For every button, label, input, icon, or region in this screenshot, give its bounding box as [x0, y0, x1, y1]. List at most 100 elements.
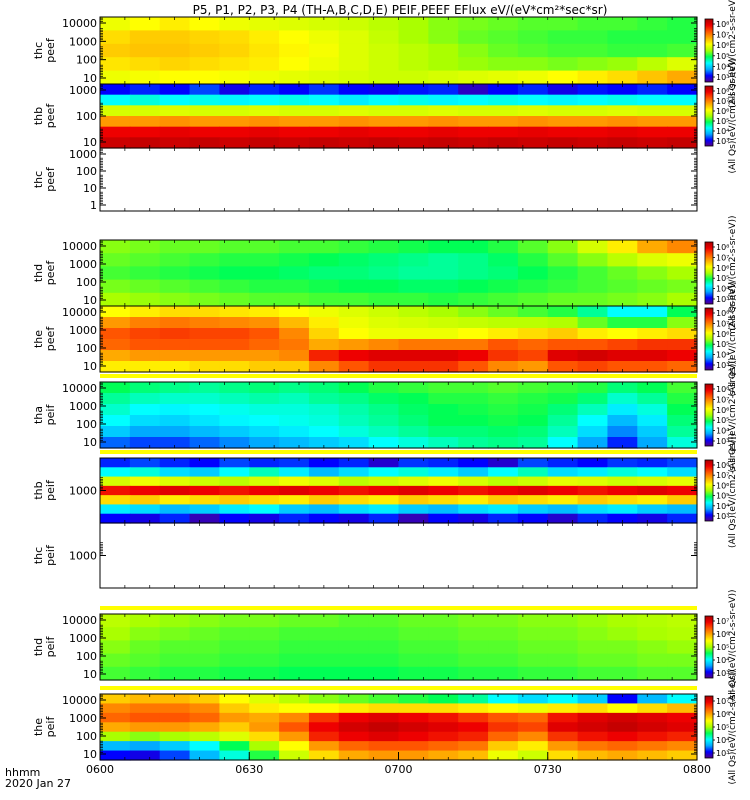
heatmap-cell: [279, 703, 310, 714]
heatmap-cell: [398, 126, 429, 138]
heatmap-cell: [189, 614, 220, 628]
heatmap-cell: [398, 495, 429, 506]
heatmap-cell: [458, 126, 489, 138]
colorbar-tick-label: 10⁸: [716, 87, 729, 96]
heatmap-cell: [219, 712, 250, 723]
heatmap-cell: [219, 750, 250, 761]
heatmap-cell: [100, 504, 131, 515]
heatmap-cell: [428, 94, 459, 106]
heatmap-cell: [547, 317, 579, 329]
heatmap-cell: [398, 666, 429, 681]
heatmap-cell: [547, 722, 579, 733]
heatmap-cell: [637, 426, 668, 438]
heatmap-cell: [219, 292, 250, 307]
heatmap-cell: [547, 116, 579, 128]
heatmap-cell: [637, 722, 668, 733]
y-axis-label: the: [32, 330, 45, 348]
panel-the-peif: 10 100 1000 10000 the peif 10⁷ 10⁶ 10⁵ 10⁴ 10³(All…: [32, 670, 738, 785]
heatmap-cell: [667, 339, 698, 351]
heatmap-cell: [488, 504, 519, 515]
colorbar: [704, 459, 714, 522]
heatmap-cell: [338, 640, 370, 655]
heatmap-cell: [279, 361, 310, 373]
heatmap-cell: [100, 253, 131, 267]
heatmap-cell: [279, 614, 310, 628]
panel-thc-peif: 1000 thc peif: [32, 522, 698, 589]
heatmap-cell: [428, 84, 459, 96]
heatmap-cell: [517, 513, 549, 524]
heatmap-cell: [129, 467, 161, 478]
heatmap-cell: [547, 30, 579, 45]
heatmap-cell: [100, 70, 131, 85]
heatmap-cell: [607, 339, 638, 351]
heatmap-cell: [517, 17, 549, 31]
y-axis-label: thd: [32, 264, 45, 282]
heatmap-cell: [398, 485, 429, 496]
colorbar: [704, 85, 714, 147]
heatmap-cell: [488, 393, 519, 405]
heatmap-cell: [488, 116, 519, 128]
y-axis-label: peef: [44, 260, 57, 286]
heatmap-cell: [129, 694, 161, 705]
heatmap-cell: [667, 382, 698, 394]
heatmap-cell: [428, 317, 459, 329]
heatmap-cell: [159, 513, 191, 524]
heatmap-cell: [667, 30, 698, 45]
heatmap-cell: [458, 627, 489, 641]
heatmap-cell: [667, 266, 698, 281]
heatmap-cell: [219, 94, 250, 106]
heatmap-cell: [219, 722, 250, 733]
heatmap-cell: [249, 722, 280, 733]
heatmap-cell: [667, 437, 698, 449]
heatmap-cell: [517, 404, 549, 416]
heatmap-cell: [189, 116, 220, 128]
heatmap-cell: [189, 317, 220, 329]
heatmap-cell: [368, 57, 400, 72]
heatmap-cell: [219, 495, 250, 506]
heatmap-cell: [189, 137, 220, 149]
colorbar-tick-label: 10³: [716, 749, 729, 758]
heatmap-cell: [308, 30, 340, 45]
heatmap-cell: [338, 504, 370, 515]
heatmap-cell: [577, 266, 609, 281]
heatmap-cell: [249, 350, 280, 362]
heatmap-cell: [428, 279, 459, 294]
heatmap-cell: [338, 495, 370, 506]
heatmap-cell: [159, 116, 191, 128]
heatmap-cell: [547, 513, 579, 524]
heatmap-cell: [368, 382, 400, 394]
heatmap-cell: [249, 703, 280, 714]
colorbar-tick-label: 10⁸: [716, 243, 729, 252]
heatmap-cell: [279, 495, 310, 506]
heatmap-cell: [667, 513, 698, 524]
heatmap-cell: [308, 328, 340, 340]
colorbar-tick-label: 10⁴: [716, 285, 729, 294]
heatmap-cell: [517, 70, 549, 85]
heatmap-cell: [547, 653, 579, 668]
heatmap-cell: [637, 627, 668, 641]
heatmap-cell: [577, 467, 609, 478]
heatmap-cell: [249, 253, 280, 267]
heatmap-cell: [667, 105, 698, 117]
colorbar-tick-label: 10⁶: [716, 710, 729, 719]
heatmap-cell: [547, 137, 579, 149]
heatmap-cell: [667, 350, 698, 362]
heatmap-cell: [159, 627, 191, 641]
heatmap-cell: [667, 116, 698, 128]
heatmap-cell: [100, 393, 131, 405]
heatmap-cell: [488, 317, 519, 329]
heatmap-cell: [338, 404, 370, 416]
heatmap-cell: [577, 306, 609, 318]
heatmap-cell: [398, 426, 429, 438]
heatmap-cell: [607, 415, 638, 427]
y-tick-label: 100: [76, 418, 97, 431]
heatmap-cell: [308, 279, 340, 294]
heatmap-cell: [667, 722, 698, 733]
heatmap-cell: [547, 361, 579, 373]
heatmap-cell: [249, 57, 280, 72]
heatmap-cell: [517, 105, 549, 117]
heatmap-cell: [547, 57, 579, 72]
heatmap-cell: [667, 712, 698, 723]
heatmap-cell: [607, 279, 638, 294]
saturation-band: [100, 450, 697, 454]
